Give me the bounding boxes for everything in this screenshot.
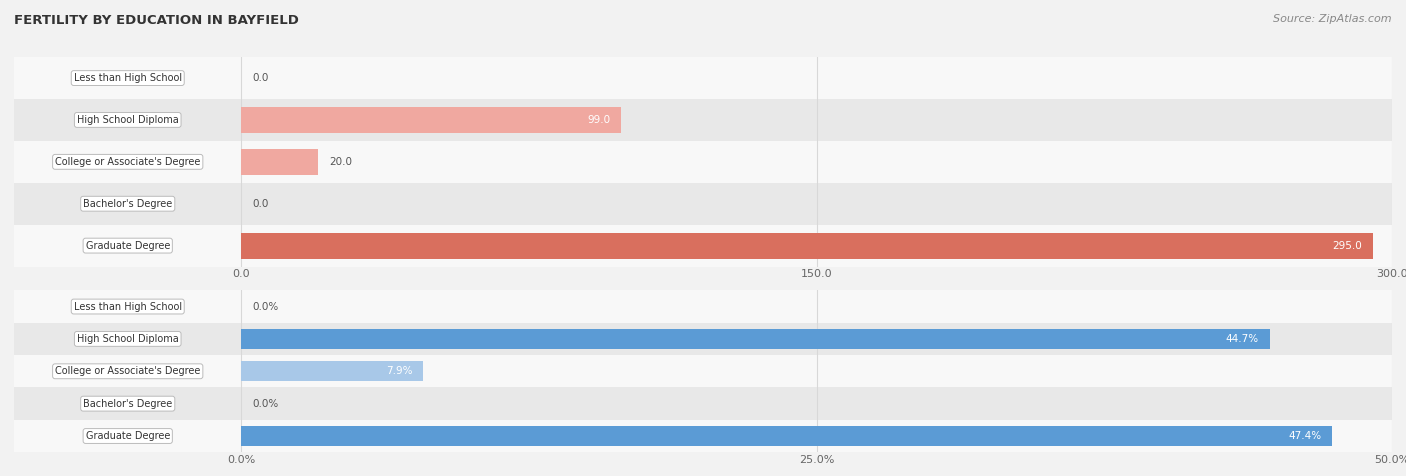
Text: High School Diploma: High School Diploma	[77, 115, 179, 125]
Bar	[242, 361, 423, 381]
Text: Bachelor's Degree: Bachelor's Degree	[83, 198, 173, 209]
Text: 0.0%: 0.0%	[253, 301, 278, 312]
Text: FERTILITY BY EDUCATION IN BAYFIELD: FERTILITY BY EDUCATION IN BAYFIELD	[14, 14, 299, 27]
Text: 0.0%: 0.0%	[253, 398, 278, 409]
Text: 0.0: 0.0	[253, 73, 269, 83]
Text: College or Associate's Degree: College or Associate's Degree	[55, 157, 201, 167]
Bar	[14, 225, 1392, 267]
Text: 99.0: 99.0	[586, 115, 610, 125]
Bar	[242, 329, 1270, 349]
Bar	[14, 57, 1392, 99]
Bar	[14, 387, 1392, 420]
Text: 47.4%: 47.4%	[1288, 431, 1322, 441]
Text: 7.9%: 7.9%	[385, 366, 412, 377]
Bar	[242, 107, 621, 133]
Text: Less than High School: Less than High School	[73, 73, 181, 83]
Bar	[14, 99, 1392, 141]
Text: 44.7%: 44.7%	[1226, 334, 1258, 344]
Bar	[14, 355, 1392, 387]
Text: Source: ZipAtlas.com: Source: ZipAtlas.com	[1274, 14, 1392, 24]
Bar	[242, 233, 1372, 258]
Bar	[14, 420, 1392, 452]
Bar	[14, 290, 1392, 323]
Text: Bachelor's Degree: Bachelor's Degree	[83, 398, 173, 409]
Text: 295.0: 295.0	[1331, 240, 1362, 251]
Text: 20.0: 20.0	[329, 157, 352, 167]
Bar	[242, 426, 1331, 446]
Text: College or Associate's Degree: College or Associate's Degree	[55, 366, 201, 377]
Bar	[242, 149, 318, 175]
Bar	[14, 141, 1392, 183]
Text: 0.0: 0.0	[253, 198, 269, 209]
Text: Graduate Degree: Graduate Degree	[86, 431, 170, 441]
Text: Graduate Degree: Graduate Degree	[86, 240, 170, 251]
Bar	[14, 183, 1392, 225]
Text: Less than High School: Less than High School	[73, 301, 181, 312]
Text: High School Diploma: High School Diploma	[77, 334, 179, 344]
Bar	[14, 323, 1392, 355]
